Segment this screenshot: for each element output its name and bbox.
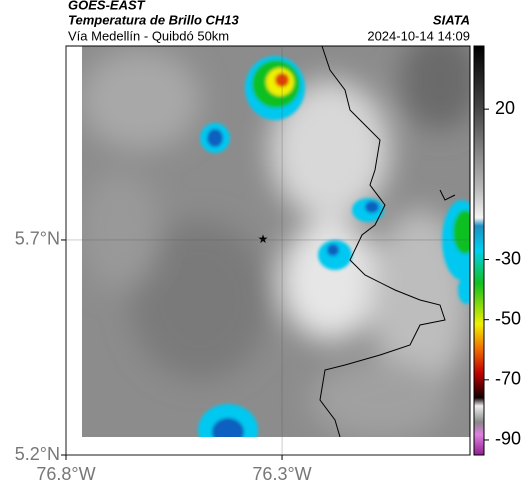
- lat-tick-label: 5.7°N: [15, 229, 60, 249]
- colorbar-tick-label: 20: [495, 98, 515, 118]
- brightness-field: [82, 46, 470, 437]
- colorbar: [473, 45, 485, 456]
- datetime: 2024-10-14 14:09: [367, 28, 470, 43]
- lon-tick-label: 76.8°W: [36, 464, 95, 484]
- subtitle: Temperatura de Brillo CH13: [68, 12, 240, 27]
- colorbar-tick-label: -50: [495, 308, 521, 328]
- colorbar-tick-label: -70: [495, 369, 521, 389]
- lon-tick-label: 76.3°W: [252, 464, 311, 484]
- title: GOES-EAST: [68, 0, 146, 12]
- region: Vía Medellín - Quibdó 50km: [68, 28, 229, 43]
- colorbar-tick-label: -90: [495, 429, 521, 449]
- source: SIATA: [433, 12, 470, 27]
- colorbar-tick-label: -30: [495, 248, 521, 268]
- lat-tick-label: 5.2°N: [15, 444, 60, 464]
- city-marker: ★: [258, 232, 269, 246]
